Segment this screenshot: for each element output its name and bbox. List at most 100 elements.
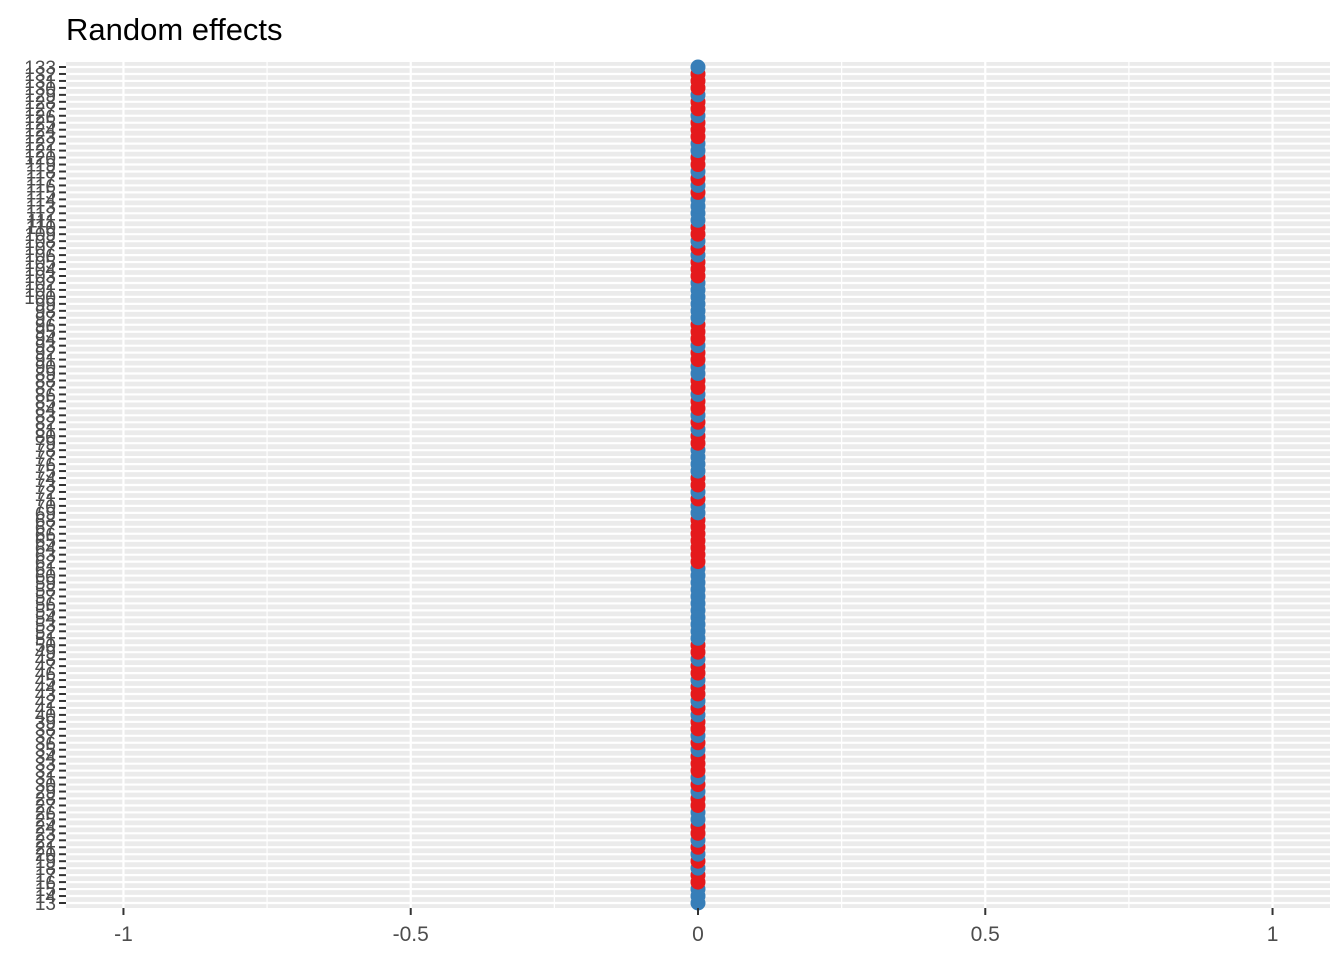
y-tick-label: 79 xyxy=(35,434,56,455)
y-tick-label: 88 xyxy=(35,372,56,393)
y-tick-label: 96 xyxy=(35,316,56,337)
y-tick-label: 131 xyxy=(24,72,56,93)
y-tick-label: 102 xyxy=(24,274,56,295)
x-tick-label: 1 xyxy=(1267,923,1279,946)
y-tick-label: 118 xyxy=(26,163,56,184)
y-tick-label: 103 xyxy=(24,267,56,288)
y-tick-label: 68 xyxy=(35,511,56,532)
y-tick-label: 72 xyxy=(35,483,56,504)
y-tick-label: 106 xyxy=(24,246,56,267)
y-tick-label: 45 xyxy=(35,671,56,692)
y-tick-label: 36 xyxy=(35,734,56,755)
y-tick-label: 108 xyxy=(24,232,56,253)
y-tick-label: 116 xyxy=(26,176,56,197)
y-tick-label: 91 xyxy=(35,351,56,372)
data-points xyxy=(690,59,706,911)
y-tick-label: 30 xyxy=(35,776,56,797)
y-tick-label: 47 xyxy=(35,657,56,678)
y-tick-label: 24 xyxy=(35,817,57,838)
y-tick-label: 86 xyxy=(35,385,56,406)
y-tick-label: 107 xyxy=(24,239,56,260)
y-tick-label: 127 xyxy=(24,100,56,121)
y-tick-label: 41 xyxy=(35,699,56,720)
y-tick-label: 32 xyxy=(35,762,56,783)
y-tick-label: 83 xyxy=(35,406,56,427)
y-tick-label: 123 xyxy=(24,128,56,149)
y-tick-label: 94 xyxy=(35,330,57,351)
y-tick-label: 125 xyxy=(24,114,56,135)
y-tick-label: 77 xyxy=(35,448,56,469)
y-tick-label: 48 xyxy=(35,650,56,671)
y-tick-label: 85 xyxy=(35,392,56,413)
y-tick-label: 119 xyxy=(26,156,56,177)
y-tick-label: 121 xyxy=(24,142,56,163)
y-tick-label: 50 xyxy=(35,636,56,657)
y-tick-label: 51 xyxy=(35,629,56,650)
y-tick-label: 21 xyxy=(35,838,56,859)
y-tick-label: 25 xyxy=(35,810,56,831)
y-tick-label: 70 xyxy=(35,497,56,518)
chart-title: Random effects xyxy=(66,12,283,47)
y-tick-label: 49 xyxy=(35,643,56,664)
y-tick-label: 20 xyxy=(35,845,56,866)
y-tick-label: 82 xyxy=(35,413,56,434)
y-tick-label: 80 xyxy=(35,427,56,448)
y-tick-label: 75 xyxy=(35,462,56,483)
y-tick-label: 69 xyxy=(35,504,56,525)
y-tick-label: 78 xyxy=(35,441,56,462)
y-tick-label: 56 xyxy=(35,594,56,615)
y-tick-label: 132 xyxy=(24,65,56,86)
y-tick-label: 71 xyxy=(35,490,56,511)
y-axis-ticks: 1314151617181920212223242526272829303132… xyxy=(24,58,66,915)
y-tick-label: 92 xyxy=(35,344,56,365)
y-tick-label: 90 xyxy=(35,358,56,379)
y-tick-label: 101 xyxy=(24,281,56,302)
x-tick-label: -1 xyxy=(114,923,133,946)
y-tick-label: 37 xyxy=(35,727,56,748)
y-tick-label: 66 xyxy=(35,525,56,546)
y-tick-label: 17 xyxy=(35,866,56,887)
y-tick-label: 35 xyxy=(35,741,56,762)
y-tick-label: 15 xyxy=(35,880,56,901)
y-tick-label: 63 xyxy=(35,546,56,567)
y-tick-label: 14 xyxy=(35,887,57,908)
y-tick-label: 104 xyxy=(24,260,56,281)
y-tick-label: 115 xyxy=(26,183,56,204)
y-tick-label: 99 xyxy=(35,295,56,316)
y-tick-label: 22 xyxy=(35,831,56,852)
y-tick-label: 97 xyxy=(35,309,56,330)
y-tick-label: 57 xyxy=(35,587,56,608)
y-tick-label: 42 xyxy=(35,692,56,713)
y-tick-label: 120 xyxy=(24,149,56,170)
y-tick-label: 26 xyxy=(35,803,56,824)
y-tick-label: 124 xyxy=(24,121,56,142)
y-tick-label: 29 xyxy=(35,783,56,804)
y-tick-label: 33 xyxy=(35,755,56,776)
y-tick-label: 43 xyxy=(35,685,56,706)
y-tick-label: 23 xyxy=(35,824,56,845)
y-tick-label: 13 xyxy=(35,894,56,915)
y-tick-label: 111 xyxy=(27,211,56,232)
y-tick-label: 87 xyxy=(35,378,56,399)
y-tick-label: 53 xyxy=(35,615,56,636)
y-tick-label: 89 xyxy=(35,365,56,386)
y-tick-label: 128 xyxy=(24,93,56,114)
y-tick-label: 98 xyxy=(35,302,56,323)
y-tick-label: 55 xyxy=(35,601,56,622)
x-tick-label: 0 xyxy=(692,923,704,946)
y-tick-label: 16 xyxy=(35,873,56,894)
y-tick-label: 38 xyxy=(35,720,56,741)
y-tick-label: 109 xyxy=(24,225,56,246)
y-tick-label: 67 xyxy=(35,518,56,539)
y-tick-label: 58 xyxy=(35,581,56,602)
y-tick-label: 27 xyxy=(35,796,56,817)
y-tick-label: 40 xyxy=(35,706,56,727)
y-tick-label: 65 xyxy=(35,532,56,553)
x-axis-ticks: -1 -0.5 0 0.5 1 xyxy=(114,908,1278,946)
y-tick-label: 62 xyxy=(35,553,56,574)
y-tick-label: 126 xyxy=(24,107,56,128)
y-tick-label: 133 xyxy=(24,58,56,79)
y-tick-label: 34 xyxy=(35,748,57,769)
y-tick-label: 129 xyxy=(24,86,56,107)
y-tick-label: 31 xyxy=(35,769,56,790)
